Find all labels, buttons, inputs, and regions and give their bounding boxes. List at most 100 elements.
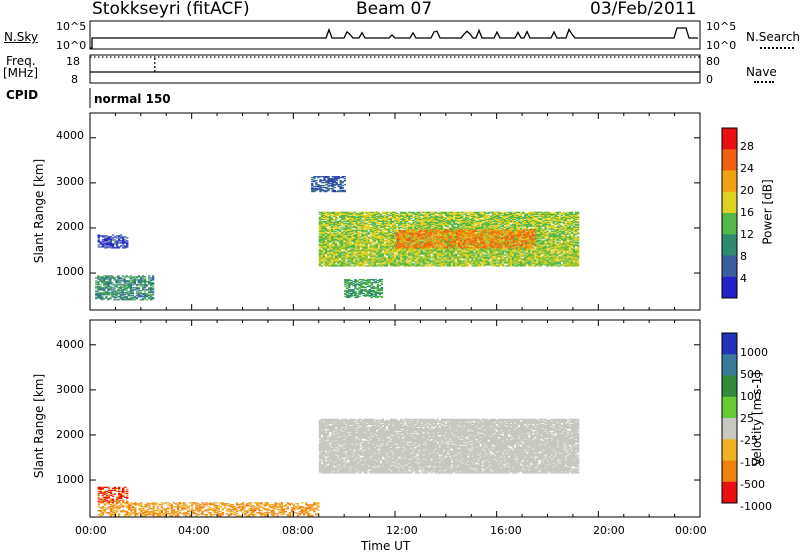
data-cell bbox=[398, 217, 401, 219]
data-cell bbox=[446, 219, 450, 221]
data-cell bbox=[335, 230, 338, 232]
data-cell bbox=[442, 258, 446, 260]
data-cell bbox=[341, 228, 344, 230]
data-cell bbox=[351, 247, 354, 249]
data-cell bbox=[483, 223, 486, 225]
data-cell bbox=[467, 255, 470, 257]
data-cell bbox=[400, 214, 403, 216]
data-cell bbox=[383, 228, 387, 230]
data-cell bbox=[383, 259, 387, 261]
data-cell bbox=[392, 236, 395, 238]
data-cell bbox=[322, 260, 326, 262]
data-cell bbox=[434, 262, 437, 264]
data-cell bbox=[398, 227, 401, 229]
data-cell bbox=[373, 219, 376, 221]
data-cell bbox=[404, 264, 407, 266]
data-cell bbox=[339, 224, 342, 226]
data-cell bbox=[373, 258, 376, 260]
data-cell bbox=[333, 254, 336, 256]
data-cell bbox=[473, 215, 476, 217]
data-cell bbox=[457, 249, 460, 251]
data-cell bbox=[355, 263, 358, 265]
data-cell bbox=[428, 261, 431, 263]
data-cell bbox=[359, 251, 362, 253]
data-cell bbox=[359, 264, 362, 266]
data-cell bbox=[318, 223, 322, 225]
data-cell bbox=[402, 255, 405, 257]
data-cell bbox=[489, 253, 492, 255]
data-cell bbox=[320, 233, 324, 235]
data-cell bbox=[363, 233, 366, 235]
data-cell bbox=[363, 229, 366, 231]
data-cell bbox=[436, 215, 439, 217]
data-cell bbox=[434, 245, 437, 247]
data-cell bbox=[333, 258, 336, 260]
data-cell bbox=[341, 241, 344, 243]
data-cell bbox=[383, 244, 387, 246]
data-cell bbox=[363, 250, 366, 252]
data-cell bbox=[318, 228, 322, 230]
data-cell bbox=[322, 229, 326, 231]
data-cell bbox=[359, 218, 362, 220]
data-cell bbox=[355, 243, 358, 245]
data-cell bbox=[365, 262, 368, 264]
data-cell bbox=[485, 255, 488, 257]
data-cell bbox=[396, 249, 399, 251]
data-cell bbox=[331, 212, 334, 214]
data-cell bbox=[426, 249, 429, 251]
data-cell bbox=[428, 216, 431, 218]
data-cell bbox=[324, 244, 328, 246]
data-cell bbox=[331, 218, 334, 220]
data-cell bbox=[450, 227, 454, 229]
data-cell bbox=[373, 233, 376, 235]
data-cell bbox=[385, 233, 389, 235]
data-cell bbox=[349, 220, 352, 222]
data-cell bbox=[351, 240, 354, 242]
data-cell bbox=[463, 237, 466, 239]
data-cell bbox=[385, 220, 389, 222]
data-cell bbox=[361, 233, 364, 235]
data-cell bbox=[424, 256, 427, 258]
data-cell bbox=[485, 225, 488, 227]
data-cell bbox=[493, 255, 496, 257]
data-cell bbox=[392, 253, 395, 255]
data-cell bbox=[428, 257, 431, 259]
data-cell bbox=[320, 218, 324, 220]
data-cell bbox=[418, 263, 421, 265]
data-cell bbox=[373, 256, 376, 258]
data-cell bbox=[432, 214, 435, 216]
data-cell bbox=[324, 265, 328, 267]
data-cell bbox=[351, 213, 354, 215]
data-cell bbox=[367, 242, 370, 244]
data-cell bbox=[341, 262, 344, 264]
data-cell bbox=[377, 239, 380, 241]
data-cell bbox=[389, 211, 393, 213]
data-cell bbox=[371, 229, 374, 231]
data-cell bbox=[489, 219, 492, 221]
data-cell bbox=[343, 247, 346, 249]
data-cell bbox=[328, 264, 332, 266]
data-cell bbox=[434, 250, 437, 252]
data-cell bbox=[455, 245, 458, 247]
data-cell bbox=[318, 237, 322, 239]
data-cell bbox=[400, 226, 403, 228]
nsky-trace bbox=[90, 27, 698, 49]
data-cell bbox=[369, 230, 372, 232]
data-cell bbox=[339, 236, 342, 238]
data-cell bbox=[357, 212, 360, 214]
data-cell bbox=[324, 232, 328, 234]
data-cell bbox=[442, 219, 446, 221]
data-cell bbox=[377, 232, 380, 234]
data-cell bbox=[343, 263, 346, 265]
data-cell bbox=[422, 232, 425, 234]
data-cell bbox=[389, 239, 393, 241]
data-cell bbox=[385, 246, 389, 248]
data-cell bbox=[487, 223, 490, 225]
data-cell bbox=[442, 255, 446, 257]
data-cell bbox=[479, 251, 482, 253]
data-cell bbox=[491, 262, 494, 264]
data-cell bbox=[495, 254, 498, 256]
data-cell bbox=[410, 219, 413, 221]
data-cell bbox=[355, 249, 358, 251]
